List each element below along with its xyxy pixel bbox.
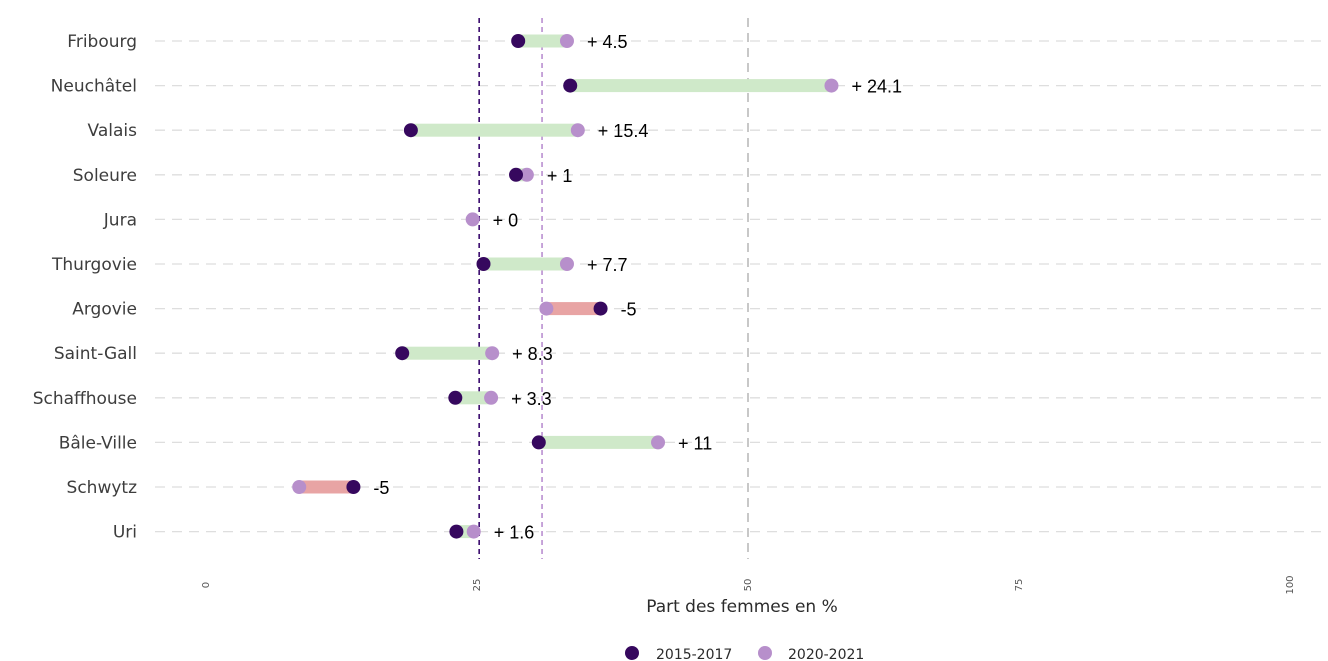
diff-bar-argovie <box>546 302 601 316</box>
y-label-fribourg: Fribourg <box>67 32 137 52</box>
point-2015-2017-schaffhouse <box>448 390 463 405</box>
x-axis-title: Part des femmes en % <box>646 597 838 617</box>
point-2020-2021-schaffhouse <box>484 390 499 405</box>
diff-bar-schaffhouse <box>455 391 492 405</box>
x-tick-label-25: 25 <box>472 579 483 592</box>
data-points <box>292 34 839 539</box>
point-2015-2017-bale-ville <box>531 435 546 450</box>
point-2020-2021-fribourg <box>559 34 574 48</box>
x-tick-label-100: 100 <box>1285 575 1296 594</box>
legend-marker-2015-2017 <box>625 646 639 660</box>
legend-marker-2020-2021 <box>758 646 772 660</box>
x-tick-label-75: 75 <box>1014 579 1025 592</box>
y-label-valais: Valais <box>88 121 138 141</box>
x-tick-label-0: 0 <box>201 582 212 588</box>
reference-lines <box>478 18 749 559</box>
delta-label-thurgovie: + 7.7 <box>587 255 628 275</box>
point-2015-2017-valais <box>403 123 418 138</box>
delta-labels: + 4.5 + 24.1 + 15.4 + 1 + 0 + 7.7 -5 + 8.3 + 3.3… <box>373 32 902 543</box>
y-label-schaffhouse: Schaffhouse <box>33 389 137 409</box>
x-tick-label-50: 50 <box>743 579 754 592</box>
point-2015-2017-uri <box>449 524 464 539</box>
delta-label-saint-gall: + 8.3 <box>512 344 553 364</box>
diff-bar-bale-ville <box>538 435 659 449</box>
diff-bar-saint-gall <box>402 346 493 360</box>
y-label-soleure: Soleure <box>73 166 137 186</box>
difference-bars <box>299 34 832 539</box>
y-label-uri: Uri <box>113 523 137 543</box>
delta-label-soleure: + 1 <box>547 166 573 186</box>
diff-bar-schwytz <box>299 480 354 494</box>
point-2020-2021-bale-ville <box>651 435 666 450</box>
point-2020-2021-soleure <box>519 167 534 182</box>
point-2020-2021-jura <box>465 212 480 227</box>
point-2015-2017-schwytz <box>346 480 361 494</box>
point-2015-2017-argovie <box>593 301 608 316</box>
point-2015-2017-thurgovie <box>476 257 491 271</box>
diff-bar-thurgovie <box>483 257 567 271</box>
y-label-saint-gall: Saint-Gall <box>54 344 137 364</box>
point-2020-2021-uri <box>466 524 481 539</box>
diff-bar-fribourg <box>518 34 567 48</box>
legend-label-2015-2017: 2015-2017 <box>656 647 732 661</box>
y-label-neuchatel: Neuchâtel <box>51 77 137 97</box>
delta-label-fribourg: + 4.5 <box>587 32 628 52</box>
y-label-argovie: Argovie <box>72 300 137 320</box>
diff-bar-valais <box>410 123 578 137</box>
point-2020-2021-valais <box>570 123 585 138</box>
delta-label-bale-ville: + 11 <box>678 433 712 453</box>
x-axis-ticks: 0 25 50 75 100 <box>201 575 1296 594</box>
delta-label-valais: + 15.4 <box>598 121 649 141</box>
diff-bar-neuchatel <box>570 79 832 93</box>
point-2015-2017-neuchatel <box>563 78 578 93</box>
gridlines <box>155 40 1322 533</box>
delta-label-schaffhouse: + 3.3 <box>511 389 552 409</box>
point-2020-2021-thurgovie <box>559 257 574 271</box>
y-label-jura: Jura <box>103 210 137 230</box>
delta-label-jura: + 0 <box>493 210 519 230</box>
y-axis-labels: Fribourg Neuchâtel Valais Soleure Jura Thurgo… <box>33 32 137 543</box>
point-2020-2021-argovie <box>539 301 554 316</box>
point-2020-2021-saint-gall <box>485 346 500 361</box>
point-2015-2017-saint-gall <box>395 346 410 361</box>
y-label-bale-ville: Bâle-Ville <box>59 433 137 453</box>
legend-label-2020-2021: 2020-2021 <box>788 647 864 661</box>
point-2020-2021-neuchatel <box>824 78 839 93</box>
y-label-schwytz: Schwytz <box>67 478 138 498</box>
delta-label-neuchatel: + 24.1 <box>851 77 902 97</box>
y-label-thurgovie: Thurgovie <box>51 255 137 275</box>
delta-label-uri: + 1.6 <box>494 523 535 543</box>
point-2015-2017-soleure <box>509 167 524 182</box>
point-2015-2017-fribourg <box>511 34 526 48</box>
legend: 2015-2017 2020-2021 <box>625 646 864 661</box>
delta-label-argovie: -5 <box>621 300 637 320</box>
delta-label-schwytz: -5 <box>373 478 389 498</box>
point-2020-2021-schwytz <box>292 480 307 494</box>
